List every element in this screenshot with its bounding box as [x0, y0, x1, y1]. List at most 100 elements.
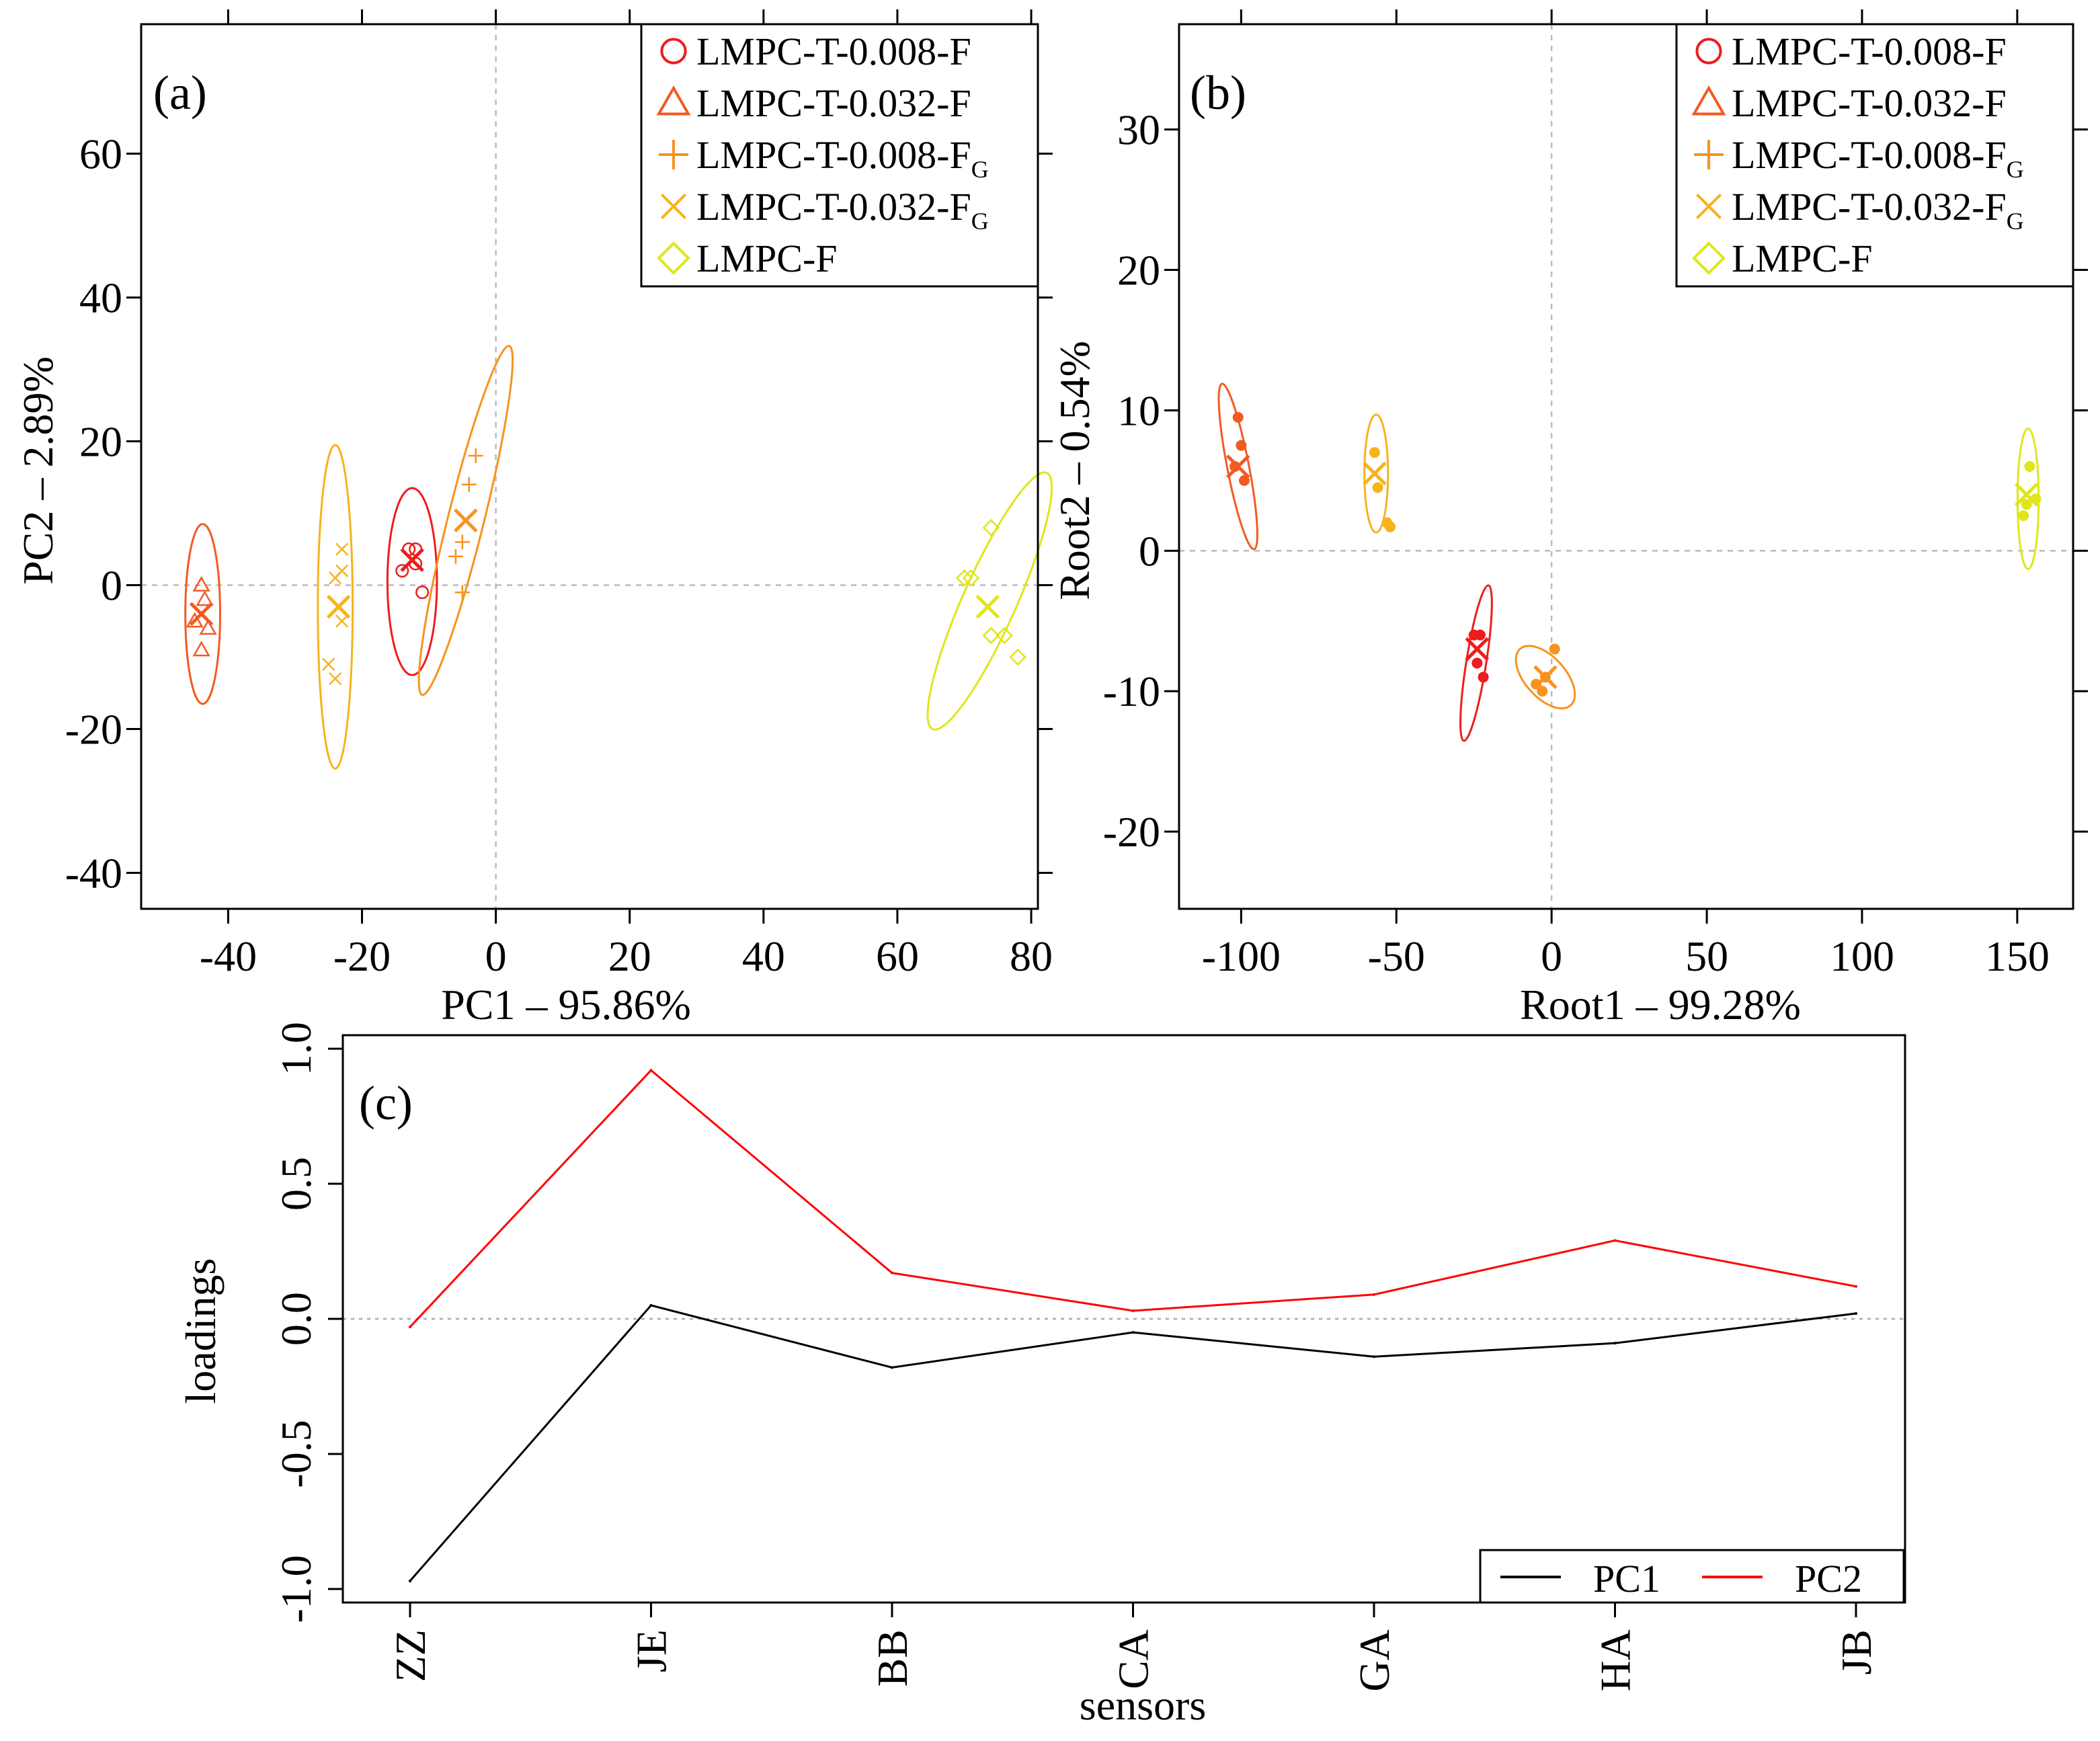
- legend-label: LMPC-T-0.008-F: [696, 30, 971, 73]
- x-tick-label: HA: [1592, 1629, 1640, 1691]
- data-point: [891, 1366, 893, 1369]
- series-LMPC-T-0.008-F: [1459, 584, 1493, 742]
- x-tick-label: JE: [628, 1629, 676, 1672]
- legend-item: LMPC-T-0.032-FG: [1695, 185, 2024, 235]
- data-point: [196, 590, 214, 606]
- plot-frame: [140, 23, 1039, 910]
- data-point: [448, 549, 463, 564]
- x-tick-label: CA: [1110, 1629, 1158, 1689]
- data-point: [461, 477, 477, 492]
- legend-label: LMPC-F: [1732, 237, 1873, 280]
- y-tick-label: -10: [1103, 667, 1160, 715]
- confidence-ellipse: [1217, 382, 1258, 551]
- legend-box: [1675, 23, 2074, 288]
- data-point: [409, 1326, 411, 1329]
- legend-label-main: LMPC-F: [1732, 237, 1873, 280]
- data-point: [2018, 510, 2029, 522]
- panel-c-loadings: (c) sensors loadings -1.0 -0.5 0.0 0.5 1.0 ZZ…: [177, 1022, 1906, 1729]
- series-line: [409, 1069, 1857, 1328]
- legend-marker: [1691, 85, 1726, 116]
- centroid-marker: [400, 548, 424, 572]
- data-point: [454, 585, 470, 600]
- data-point: [1238, 475, 1250, 486]
- series-PC2: [409, 1069, 1857, 1329]
- panel-c-label: (c): [359, 1076, 413, 1130]
- x-tick-label: 20: [608, 932, 651, 980]
- series-LMPC-T-0.032-FG: [317, 444, 354, 770]
- panel-c-y-axis-label: loadings: [177, 1258, 225, 1404]
- data-point: [2021, 499, 2032, 510]
- legend-item: LMPC-T-0.032-F: [1691, 81, 2007, 125]
- legend-item: LMPC-T-0.008-FG: [659, 133, 989, 183]
- data-point: [1131, 1331, 1135, 1334]
- legend-label-subscript: G: [971, 156, 989, 183]
- confidence-ellipse: [386, 487, 438, 676]
- legend-label: LMPC-T-0.008-FG: [696, 133, 989, 183]
- legend-label-main: LMPC-T-0.032-F: [696, 185, 971, 229]
- panel-b-lda-scores: (b) Root1 – 99.28% Root2 – 0.54% -100 -50…: [1051, 9, 2088, 1028]
- legend-label: PC1: [1593, 1557, 1660, 1601]
- legend-item: LMPC-T-0.008-FG: [1694, 133, 2024, 183]
- y-tick-label: -20: [65, 706, 122, 754]
- legend-label-main: LMPC-T-0.008-F: [1732, 30, 2007, 73]
- data-point: [1232, 411, 1244, 423]
- series-LMPC-T-0.008-FG: [1515, 643, 1576, 710]
- y-tick-label: 20: [1117, 247, 1160, 294]
- y-tick-label: -40: [65, 850, 122, 897]
- confidence-ellipse: [184, 523, 221, 705]
- y-tick-label: 10: [1117, 387, 1160, 434]
- panel-b-y-axis-label: Root2 – 0.54%: [1051, 341, 1098, 600]
- y-tick-label: 30: [1117, 106, 1160, 154]
- y-tick-label: 0.5: [272, 1157, 320, 1211]
- panel-c-x-axis-label: sensors: [1080, 1681, 1206, 1729]
- panel-b-x-axis-label: Root1 – 99.28%: [1520, 981, 1801, 1028]
- data-point: [1474, 629, 1486, 641]
- legend-label-main: LMPC-F: [696, 237, 838, 280]
- legend-marker: [1695, 38, 1722, 65]
- data-point: [1373, 1293, 1375, 1296]
- data-point: [1372, 482, 1383, 493]
- panel-b-label: (b): [1190, 66, 1246, 120]
- data-point: [1537, 686, 1548, 697]
- data-point: [192, 576, 210, 592]
- centroid-marker: [1465, 637, 1490, 661]
- legend-label: PC2: [1795, 1557, 1862, 1601]
- legend-marker: [1695, 193, 1722, 220]
- centroid-marker: [454, 508, 478, 533]
- data-point: [322, 657, 335, 671]
- data-point: [454, 534, 470, 550]
- centroid-marker: [326, 594, 351, 619]
- data-point: [1009, 648, 1026, 666]
- legend-marker: [660, 38, 687, 65]
- data-point: [996, 626, 1013, 645]
- legend-item: PC1: [1500, 1557, 1660, 1601]
- legend: PC1 PC2: [1479, 1549, 1905, 1604]
- legend-item: LMPC-T-0.008-F: [660, 30, 971, 73]
- legend-label: LMPC-T-0.008-FG: [1732, 133, 2024, 183]
- data-point: [1236, 440, 1247, 451]
- x-tick-label: 80: [1010, 932, 1053, 980]
- y-tick-label: 0.0: [272, 1292, 320, 1346]
- centroid-marker: [189, 602, 214, 626]
- data-point: [199, 619, 217, 635]
- legend-label: LMPC-F: [696, 237, 838, 280]
- data-point: [329, 672, 342, 686]
- y-tick-label: 0: [101, 562, 122, 610]
- series-PC1: [409, 1303, 1857, 1582]
- data-point: [955, 569, 973, 587]
- data-point: [1855, 1285, 1857, 1288]
- centroid-marker: [1363, 461, 1387, 486]
- legend-item: LMPC-T-0.008-F: [1695, 30, 2007, 73]
- data-point: [335, 614, 349, 628]
- data-point: [982, 626, 1000, 645]
- data-point: [192, 641, 210, 657]
- legend-label-main: LMPC-T-0.032-F: [696, 81, 971, 125]
- x-tick-label: BB: [869, 1629, 916, 1687]
- legend: LMPC-T-0.008-FLMPC-T-0.032-FLMPC-T-0.008…: [640, 23, 1039, 288]
- legend-item: LMPC-F: [657, 237, 838, 280]
- data-point: [1549, 643, 1560, 655]
- data-point: [468, 448, 483, 463]
- x-tick-label: JB: [1832, 1629, 1880, 1675]
- data-point: [409, 1579, 411, 1582]
